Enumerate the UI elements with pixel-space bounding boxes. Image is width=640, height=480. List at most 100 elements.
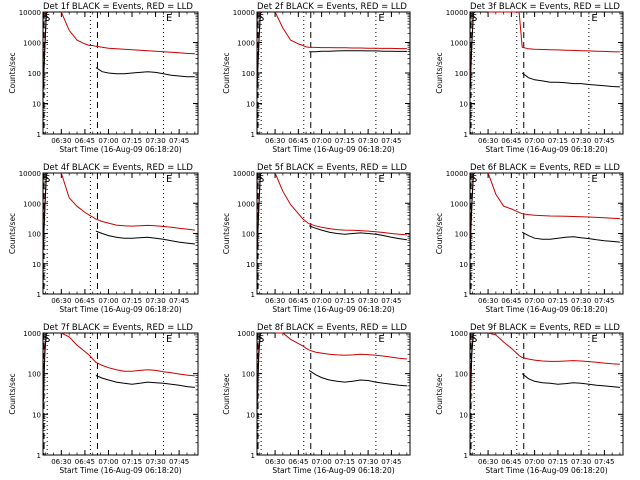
end-marker: E xyxy=(378,334,384,345)
y-tick-label: 10 xyxy=(246,411,255,419)
y-tick-label: 1 xyxy=(464,291,468,299)
x-tick-label: 07:30 xyxy=(571,458,591,466)
plot-frame xyxy=(469,172,624,295)
y-tick-label: 1 xyxy=(251,452,255,460)
x-tick-label: 06:45 xyxy=(288,458,308,466)
plot-frame xyxy=(42,332,199,456)
plot-frame xyxy=(256,332,411,456)
x-tick-label: 07:30 xyxy=(571,137,591,145)
x-tick-label: 06:45 xyxy=(501,458,521,466)
panel-title: Det 6f BLACK = Events, RED = LLD xyxy=(470,163,620,173)
x-tick-label: 06:30 xyxy=(478,297,498,305)
plot-frame xyxy=(469,332,624,456)
panel-1: Det 1f BLACK = Events, RED = LLD 1 10 100 10… xyxy=(8,2,199,154)
y-tick-label: 10 xyxy=(32,101,41,109)
x-tick-label: 07:15 xyxy=(548,458,568,466)
x-tick-label: 07:00 xyxy=(98,297,118,305)
y-tick-label: 100 xyxy=(242,70,255,78)
events-series-line xyxy=(256,332,407,403)
x-tick-label: 07:15 xyxy=(335,458,355,466)
x-tick-label: 06:45 xyxy=(75,297,95,305)
x-tick-label: 07:45 xyxy=(381,137,401,145)
y-axis-label: Counts/sec xyxy=(435,373,444,414)
start-marker: S xyxy=(44,174,50,185)
y-tick-label: 1 xyxy=(37,452,41,460)
x-tick-label: 06:45 xyxy=(288,297,308,305)
panel-title: Det 8f BLACK = Events, RED = LLD xyxy=(257,323,407,333)
panel-8: Det 8f BLACK = Events, RED = LLD 1 10 100 10… xyxy=(222,323,411,475)
y-tick-label: 1000 xyxy=(23,40,41,48)
panel-4: Det 4f BLACK = Events, RED = LLD 1 10 100 10… xyxy=(8,163,199,314)
events-series-line xyxy=(256,11,407,83)
y-tick-label: 100 xyxy=(455,371,468,379)
x-tick-label: 07:00 xyxy=(525,458,545,466)
x-tick-label: 07:45 xyxy=(594,297,614,305)
start-marker: S xyxy=(258,174,264,185)
x-tick-label: 06:45 xyxy=(501,297,521,305)
end-marker: E xyxy=(166,334,172,345)
y-tick-label: 100 xyxy=(455,231,468,239)
x-tick-label: 07:45 xyxy=(169,137,189,145)
y-axis-label: Counts/sec xyxy=(8,373,17,414)
panel-title: Det 7f BLACK = Events, RED = LLD xyxy=(43,323,193,333)
end-marker: E xyxy=(591,334,597,345)
y-tick-label: 1 xyxy=(37,131,41,139)
x-tick-label: 07:45 xyxy=(381,297,401,305)
y-tick-label: 100 xyxy=(28,70,41,78)
y-axis-label: Counts/sec xyxy=(8,213,17,254)
x-tick-label: 07:30 xyxy=(358,458,378,466)
end-marker: E xyxy=(166,174,172,185)
y-tick-label: 1 xyxy=(464,452,468,460)
x-axis-label: Start Time (16-Aug-09 06:18:20) xyxy=(485,145,607,154)
y-axis-label: Counts/sec xyxy=(222,373,231,414)
x-tick-label: 07:00 xyxy=(525,297,545,305)
y-tick-label: 1 xyxy=(37,291,41,299)
x-axis-label: Start Time (16-Aug-09 06:18:20) xyxy=(59,305,181,314)
x-tick-label: 07:15 xyxy=(548,297,568,305)
y-tick-label: 10 xyxy=(32,411,41,419)
y-tick-label: 10 xyxy=(32,261,41,269)
panel-6: Det 6f BLACK = Events, RED = LLD 1 10 100 10… xyxy=(435,163,624,314)
x-axis-label: Start Time (16-Aug-09 06:18:20) xyxy=(59,145,181,154)
start-marker: S xyxy=(471,334,477,345)
y-tick-label: 10000 xyxy=(446,9,468,17)
start-marker: S xyxy=(471,13,477,24)
y-tick-label: 10000 xyxy=(446,170,468,178)
x-axis-label: Start Time (16-Aug-09 06:18:20) xyxy=(59,466,181,475)
plot-frame xyxy=(42,172,199,295)
panel-5: Det 5f BLACK = Events, RED = LLD 1 10 100 10… xyxy=(222,163,411,314)
y-tick-label: 10 xyxy=(459,411,468,419)
x-tick-label: 07:00 xyxy=(312,458,332,466)
y-tick-label: 10000 xyxy=(233,170,255,178)
y-axis-label: Counts/sec xyxy=(8,52,17,93)
y-tick-label: 10 xyxy=(246,101,255,109)
events-series-line xyxy=(42,172,195,250)
x-tick-label: 07:45 xyxy=(381,458,401,466)
end-marker: E xyxy=(591,174,597,185)
end-marker: E xyxy=(378,13,384,24)
x-tick-label: 07:30 xyxy=(145,297,165,305)
x-tick-label: 06:30 xyxy=(265,297,285,305)
x-tick-label: 06:30 xyxy=(51,297,71,305)
y-tick-label: 10000 xyxy=(233,9,255,17)
start-marker: S xyxy=(258,334,264,345)
plot-frame xyxy=(256,172,411,295)
y-tick-label: 1000 xyxy=(450,200,468,208)
plot-frame xyxy=(42,11,199,135)
x-axis-label: Start Time (16-Aug-09 06:18:20) xyxy=(272,466,394,475)
panel-title: Det 5f BLACK = Events, RED = LLD xyxy=(257,163,407,173)
plot-frame xyxy=(469,11,624,135)
x-tick-label: 07:00 xyxy=(525,137,545,145)
y-tick-label: 100 xyxy=(28,231,41,239)
x-axis-label: Start Time (16-Aug-09 06:18:20) xyxy=(485,466,607,475)
panel-title: Det 3f BLACK = Events, RED = LLD xyxy=(470,2,620,12)
y-tick-label: 100 xyxy=(242,231,255,239)
panel-3: Det 3f BLACK = Events, RED = LLD 1 10 100 10… xyxy=(435,2,624,154)
events-series-line xyxy=(469,172,620,246)
x-tick-label: 06:45 xyxy=(75,458,95,466)
x-tick-label: 06:30 xyxy=(265,137,285,145)
x-tick-label: 07:45 xyxy=(169,297,189,305)
y-tick-label: 1 xyxy=(251,131,255,139)
x-tick-label: 07:15 xyxy=(335,137,355,145)
